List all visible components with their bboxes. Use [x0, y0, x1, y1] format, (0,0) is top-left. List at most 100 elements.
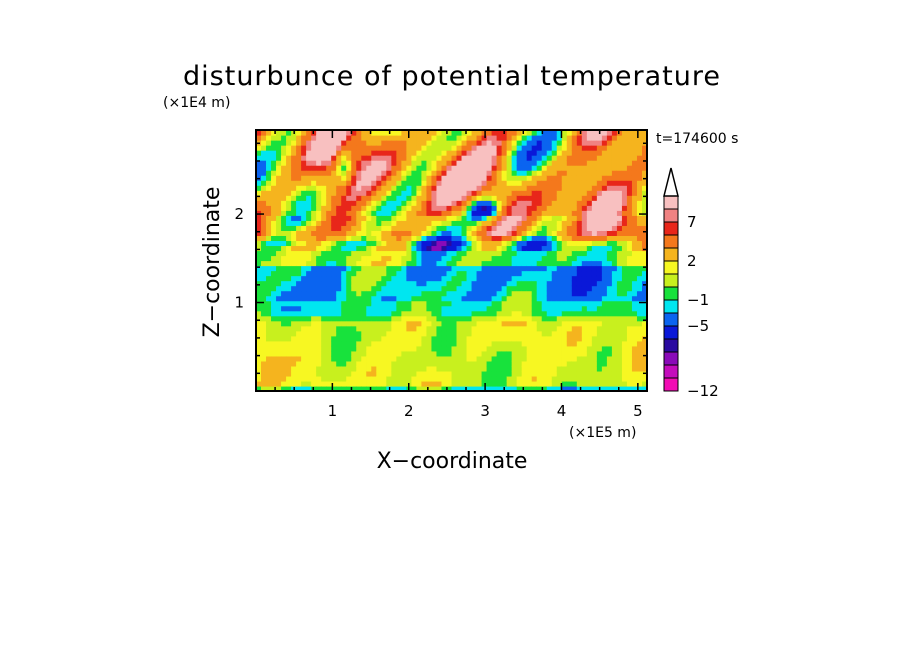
field-cell [496, 205, 503, 211]
field-cell [481, 345, 488, 352]
field-cell [456, 220, 463, 226]
field-cell [546, 345, 553, 352]
field-cell [446, 225, 453, 231]
field-cell [521, 215, 528, 221]
field-cell [331, 270, 337, 277]
field-cell [306, 250, 312, 257]
field-cell [516, 220, 523, 226]
colorbar-tick-label: −12 [687, 382, 719, 400]
field-cell [466, 140, 473, 146]
field-cell [386, 300, 392, 307]
field-cell [466, 225, 473, 231]
field-cell [511, 320, 518, 327]
field-cell [491, 325, 498, 332]
field-cell [396, 225, 402, 231]
field-cell [271, 195, 277, 201]
field-cell [281, 315, 287, 322]
field-cell [636, 220, 643, 226]
field-cell [461, 200, 468, 206]
field-cell [266, 210, 272, 216]
field-cell [391, 280, 397, 287]
field-cell [466, 150, 473, 156]
field-cell [371, 135, 377, 141]
field-cell [566, 170, 573, 176]
field-cell [581, 220, 588, 226]
field-cell [336, 155, 342, 161]
field-cell [406, 205, 412, 211]
field-cell [401, 140, 407, 146]
field-cell [421, 345, 428, 352]
field-cell [431, 210, 438, 216]
field-cell [481, 305, 488, 312]
field-cell [321, 150, 327, 156]
field-cell [431, 370, 438, 377]
field-cell [436, 210, 443, 216]
field-cell [501, 200, 508, 206]
field-cell [391, 195, 397, 201]
field-cell [351, 155, 357, 161]
field-cell [341, 135, 347, 141]
field-cell [506, 210, 513, 216]
field-cell [396, 270, 402, 277]
field-cell [556, 230, 563, 236]
y-axis: 12 [234, 142, 647, 375]
field-cell [301, 235, 307, 242]
field-cell [396, 330, 402, 337]
field-cell [451, 345, 458, 352]
field-cell [391, 145, 397, 151]
field-cell [566, 265, 573, 272]
field-cell [606, 325, 613, 332]
field-cell [431, 140, 438, 146]
field-cell [626, 380, 633, 387]
field-cell [536, 335, 543, 342]
field-cell [451, 285, 458, 292]
field-cell [326, 320, 332, 327]
field-cell [351, 370, 357, 377]
field-cell [276, 300, 282, 307]
field-cell [561, 195, 568, 201]
field-cell [476, 330, 483, 337]
field-cell [471, 290, 478, 297]
field-cell [361, 135, 367, 141]
field-cell [466, 190, 473, 196]
field-cell [611, 275, 618, 282]
field-cell [506, 255, 513, 262]
field-cell [276, 140, 282, 146]
field-cell [366, 370, 372, 377]
field-cell [276, 130, 282, 136]
field-cell [626, 235, 633, 242]
x-unit-label: (×1E5 m) [569, 425, 636, 441]
field-cell [281, 140, 287, 146]
field-cell [411, 265, 418, 272]
field-cell [391, 180, 397, 186]
field-cell [426, 340, 433, 347]
field-cell [331, 205, 337, 211]
field-cell [496, 285, 503, 292]
field-cell [356, 195, 362, 201]
field-cell [581, 200, 588, 206]
field-cell [356, 160, 362, 166]
field-cell [311, 140, 317, 146]
field-cell [281, 190, 287, 196]
field-cell [436, 200, 443, 206]
field-cell [501, 170, 508, 176]
field-cell [461, 280, 468, 287]
field-cell [406, 270, 412, 277]
field-cell [351, 380, 357, 387]
field-cell [371, 255, 377, 262]
field-cell [636, 140, 643, 146]
field-cell [356, 365, 362, 372]
field-cell [601, 305, 608, 312]
field-cell [611, 365, 618, 372]
field-cell [386, 225, 392, 231]
field-cell [621, 320, 628, 327]
field-cell [346, 300, 352, 307]
field-cell [346, 235, 352, 242]
field-cell [586, 130, 593, 136]
field-cell [321, 205, 327, 211]
field-cell [576, 370, 583, 377]
field-cell [601, 160, 608, 166]
field-cell [451, 165, 458, 171]
field-cell [316, 375, 322, 382]
field-cell [571, 360, 578, 367]
